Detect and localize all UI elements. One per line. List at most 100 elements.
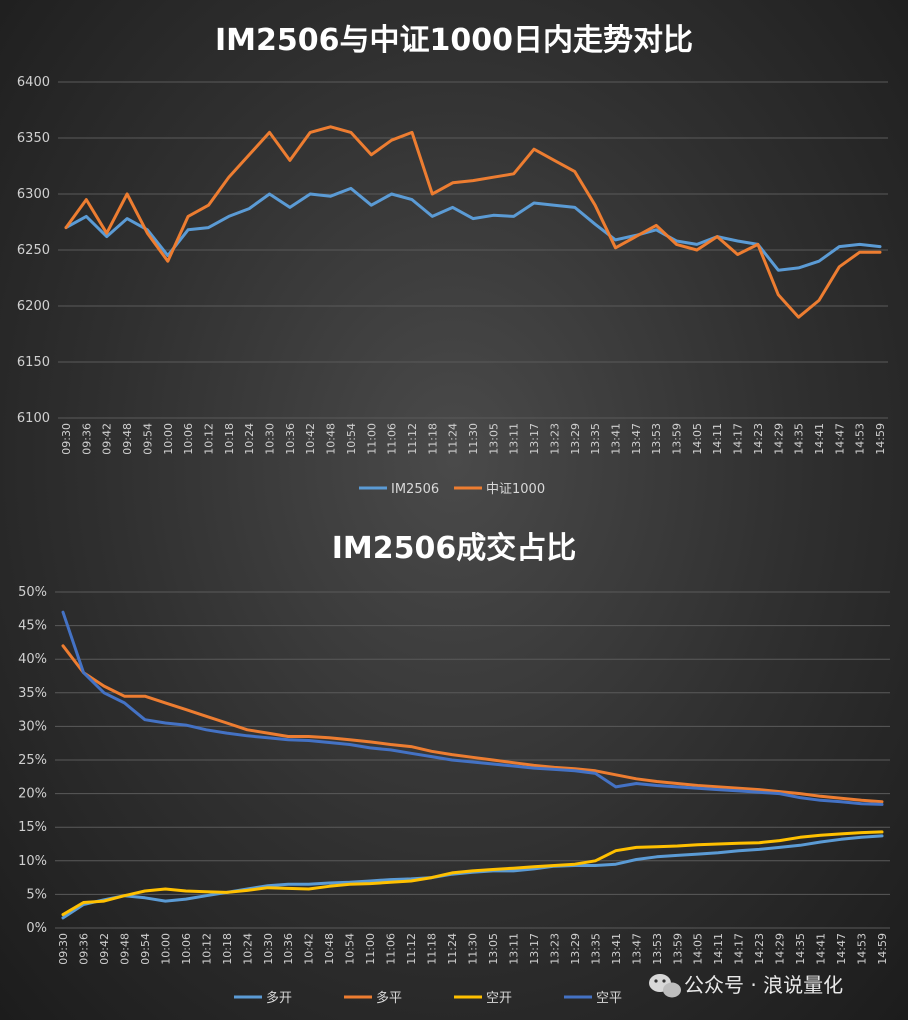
legend-label: IM2506 [391, 482, 439, 497]
y-tick-label: 25% [18, 753, 47, 768]
y-tick-label: 30% [18, 719, 47, 734]
series-line-多平 [61, 644, 884, 804]
y-tick-label: 6200 [17, 299, 50, 314]
y-tick-label: 6150 [17, 355, 50, 370]
x-tick-label: 09:36 [80, 423, 93, 455]
legend: 多开 多平 空开 空平 [234, 990, 622, 1006]
y-axis-ticks: 6100 6150 6200 6250 6300 6350 6400 [17, 75, 50, 426]
x-tick-label: 10:30 [264, 423, 277, 455]
x-tick-label: 10:00 [162, 423, 175, 455]
watermark: 公众号 · 浪说量化 [649, 973, 843, 998]
x-tick-label: 14:17 [732, 423, 745, 455]
series-line-空平 [61, 610, 884, 806]
series-lines [64, 125, 882, 319]
x-tick-label: 11:06 [386, 423, 399, 455]
x-tick-label: 11:00 [365, 423, 378, 455]
x-tick-label: 13:05 [487, 933, 500, 965]
x-tick-label: 14:41 [815, 933, 828, 965]
x-tick-label: 09:30 [57, 933, 70, 965]
y-tick-label: 6350 [17, 131, 50, 146]
x-tick-label: 13:23 [548, 933, 561, 965]
x-tick-label: 09:36 [77, 933, 90, 965]
x-tick-label: 11:06 [385, 933, 398, 965]
x-tick-label: 13:41 [609, 423, 622, 455]
x-tick-label: 14:29 [774, 933, 787, 965]
x-tick-label: 13:35 [589, 933, 602, 965]
x-tick-label: 13:05 [487, 423, 500, 455]
x-tick-label: 10:06 [180, 933, 193, 965]
x-tick-label: 14:17 [733, 933, 746, 965]
x-tick-label: 14:59 [874, 423, 887, 455]
x-tick-label: 13:11 [508, 423, 521, 455]
legend-label: 空平 [596, 991, 622, 1006]
x-tick-label: 10:36 [282, 933, 295, 965]
series-line-多开 [61, 834, 884, 920]
legend-label: 多平 [376, 990, 402, 1006]
y-axis-ticks: 0% 5% 10% 15% 20% 25% 30% 35% 40% 45% 50% [18, 585, 47, 936]
x-tick-label: 11:00 [364, 933, 377, 965]
x-tick-label: 13:59 [671, 423, 684, 455]
y-tick-label: 6100 [17, 411, 50, 426]
x-tick-label: 10:12 [200, 933, 213, 965]
x-tick-label: 14:53 [856, 933, 869, 965]
x-tick-label: 10:06 [182, 423, 195, 455]
x-tick-label: 14:59 [876, 933, 889, 965]
x-tick-label: 10:24 [241, 933, 254, 965]
x-tick-label: 13:47 [630, 423, 643, 455]
volume-share-chart: IM2506成交占比 0% 5% 10% 15% 20% 25% 30% 35% 40% 45% 5… [18, 531, 890, 1006]
x-tick-label: 13:29 [569, 933, 582, 965]
x-tick-label: 10:42 [303, 933, 316, 965]
x-tick-label: 11:24 [446, 933, 459, 965]
y-tick-label: 5% [26, 887, 47, 902]
x-tick-label: 14:29 [772, 423, 785, 455]
x-tick-label: 14:35 [793, 423, 806, 455]
y-tick-label: 6400 [17, 75, 50, 90]
x-tick-label: 14:11 [711, 423, 724, 455]
x-tick-label: 13:41 [610, 933, 623, 965]
x-tick-label: 14:35 [794, 933, 807, 965]
x-tick-label: 13:53 [651, 933, 664, 965]
wechat-icon [649, 974, 681, 998]
x-tick-label: 13:53 [650, 423, 663, 455]
x-tick-label: 13:29 [569, 423, 582, 455]
x-tick-label: 13:59 [671, 933, 684, 965]
x-tick-label: 11:12 [405, 933, 418, 965]
x-tick-label: 11:30 [467, 423, 480, 455]
x-tick-label: 14:23 [752, 423, 765, 455]
x-tick-label: 14:05 [692, 933, 705, 965]
x-tick-label: 09:30 [60, 423, 73, 455]
y-tick-label: 15% [18, 820, 47, 835]
x-tick-label: 09:54 [139, 933, 152, 965]
series-line-IM2506 [64, 186, 882, 272]
x-tick-label: 10:00 [159, 933, 172, 965]
x-tick-label: 13:17 [528, 933, 541, 965]
x-tick-label: 09:48 [118, 933, 131, 965]
x-tick-label: 10:42 [304, 423, 317, 455]
legend-label: 空开 [486, 991, 512, 1006]
x-tick-label: 10:24 [243, 423, 256, 455]
legend-label: 多开 [266, 990, 292, 1006]
grid-lines [55, 591, 890, 929]
x-tick-label: 14:41 [813, 423, 826, 455]
x-tick-label: 09:54 [141, 423, 154, 455]
x-tick-label: 10:36 [284, 423, 297, 455]
y-tick-label: 35% [18, 686, 47, 701]
x-axis-ticks: 09:30 09:36 09:42 09:48 09:54 10:00 10:06 10:12… [57, 933, 889, 965]
series-lines [61, 610, 884, 920]
x-tick-label: 11:18 [426, 933, 439, 965]
x-axis-ticks: 09:30 09:36 09:42 09:48 09:54 10:00 10:06 10:12… [60, 423, 887, 455]
y-tick-label: 6300 [17, 187, 50, 202]
chart-title: IM2506与中证1000日内走势对比 [215, 23, 693, 58]
x-tick-label: 13:11 [507, 933, 520, 965]
legend: IM2506 中证1000 [359, 482, 545, 497]
series-line-空开 [61, 830, 884, 917]
x-tick-label: 14:23 [753, 933, 766, 965]
x-tick-label: 11:12 [406, 423, 419, 455]
y-tick-label: 0% [26, 921, 47, 936]
x-tick-label: 10:12 [202, 423, 215, 455]
x-tick-label: 14:47 [835, 933, 848, 965]
x-tick-label: 13:23 [548, 423, 561, 455]
x-tick-label: 09:42 [101, 423, 114, 455]
y-tick-label: 6250 [17, 243, 50, 258]
watermark-text: 公众号 · 浪说量化 [684, 973, 843, 997]
